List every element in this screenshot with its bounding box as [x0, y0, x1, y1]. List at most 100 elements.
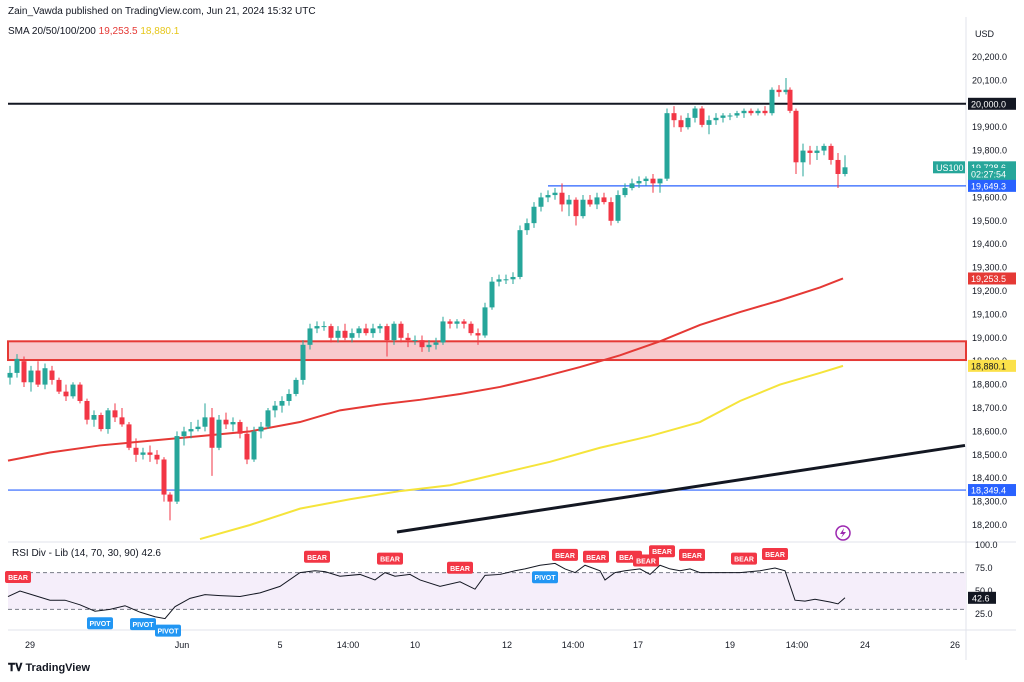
bear-label: [633, 554, 659, 567]
price-tag-label: 20,000.0: [971, 99, 1006, 109]
candle-body: [244, 433, 250, 460]
candle-body: [566, 199, 572, 205]
candle-body: [699, 108, 705, 125]
candle-body: [678, 120, 684, 128]
candle-body: [181, 431, 187, 437]
pivot-label: [155, 624, 181, 637]
x-tick-label: 24: [860, 640, 870, 650]
candle-body: [776, 89, 782, 93]
price-tag: [968, 484, 1016, 497]
candle-body: [692, 108, 698, 118]
candle-body: [35, 370, 41, 385]
bear-label-text: BEAR: [652, 549, 672, 556]
candle-body: [664, 113, 670, 179]
symbol-tag: [933, 161, 965, 174]
bear-label: [731, 552, 757, 565]
candle-body: [209, 417, 215, 448]
candle-body: [545, 195, 551, 198]
candle-body: [384, 326, 390, 341]
y-tick-label: 19,500.0: [972, 216, 1007, 226]
candle-body: [56, 379, 62, 392]
candle-body: [531, 206, 537, 224]
candle-body: [622, 188, 628, 196]
sma-red-line: [7, 277, 844, 462]
candle-body: [251, 431, 257, 460]
candle-body: [398, 323, 404, 338]
candle-body: [98, 415, 104, 430]
candle-body: [608, 202, 614, 221]
candle-body: [272, 405, 278, 411]
y-tick-label: 18,200.0: [972, 520, 1007, 530]
candle-body: [412, 340, 418, 342]
price-tag: [968, 168, 1016, 180]
candle-body: [650, 178, 656, 184]
bear-label-text: BEAR: [380, 557, 400, 564]
candle-body: [821, 145, 827, 151]
lightning-bolt-icon: [840, 528, 846, 538]
candle-body: [405, 337, 411, 341]
candle-body: [377, 326, 383, 329]
bear-label-text: BEAR: [555, 553, 575, 560]
x-tick-label: 5: [277, 640, 282, 650]
y-tick-label: 18,500.0: [972, 450, 1007, 460]
candle-body: [643, 178, 649, 182]
candle-body: [671, 113, 677, 121]
y-tick-label: 19,800.0: [972, 146, 1007, 156]
candle-body: [258, 426, 264, 432]
candle-body: [174, 436, 180, 502]
rsi-tick-label: 50.0: [975, 586, 993, 596]
candle-body: [552, 192, 558, 196]
candle-body: [454, 321, 460, 324]
x-tick-label: Jun: [175, 640, 190, 650]
candle-body: [503, 279, 509, 281]
candle-body: [594, 197, 600, 205]
bear-label: [762, 548, 788, 560]
candle-body: [727, 115, 733, 117]
candle-body: [112, 410, 118, 418]
candle-body: [279, 400, 285, 406]
candle-body: [713, 117, 719, 121]
candle-body: [787, 89, 793, 111]
x-tick-label: 14:00: [337, 640, 360, 650]
candle-body: [70, 384, 76, 397]
candle-body: [835, 159, 841, 174]
price-pane: [8, 17, 966, 540]
price-tag-label: 19,728.6: [971, 163, 1006, 173]
price-tag-label: 19,649.3: [971, 181, 1006, 191]
candle-body: [356, 328, 362, 334]
candle-body: [84, 400, 90, 420]
candle-body: [223, 419, 229, 425]
candle-body: [800, 150, 806, 163]
candle-body: [762, 110, 768, 114]
candle-body: [842, 167, 848, 174]
bear-label-text: BEAR: [682, 553, 702, 560]
candle-body: [14, 358, 20, 373]
sma-value-red: 19,253.5: [98, 26, 138, 37]
sma-legend[interactable]: SMA 20/50/100/200 19,253.5 18,880.1: [8, 26, 179, 37]
pivot-label-text: PIVOT: [132, 622, 154, 629]
candle-body: [657, 178, 663, 184]
candle-body: [720, 115, 726, 118]
candle-body: [783, 89, 789, 93]
bear-label: [304, 550, 330, 563]
candle-body: [510, 276, 516, 280]
candle-body: [335, 330, 341, 338]
candle-body: [63, 391, 69, 397]
candle-body: [216, 419, 222, 448]
bear-label-text: BEAR: [636, 558, 656, 565]
candle-body: [28, 370, 34, 383]
candle-body: [49, 370, 55, 380]
pivot-label-text: PIVOT: [534, 575, 556, 582]
x-tick-label: 19: [725, 640, 735, 650]
rsi-legend[interactable]: RSI Div - Lib (14, 70, 30, 90) 42.6: [12, 548, 161, 559]
bear-label-text: BEAR: [765, 552, 785, 559]
candle-body: [349, 333, 355, 338]
candle-body: [559, 192, 565, 205]
candle-body: [293, 379, 299, 394]
rsi-tick-label: 75.0: [975, 563, 993, 573]
candle-body: [140, 452, 146, 455]
bear-label: [552, 548, 578, 561]
bear-label-text: BEAR: [8, 575, 28, 582]
candle-body: [77, 384, 83, 401]
